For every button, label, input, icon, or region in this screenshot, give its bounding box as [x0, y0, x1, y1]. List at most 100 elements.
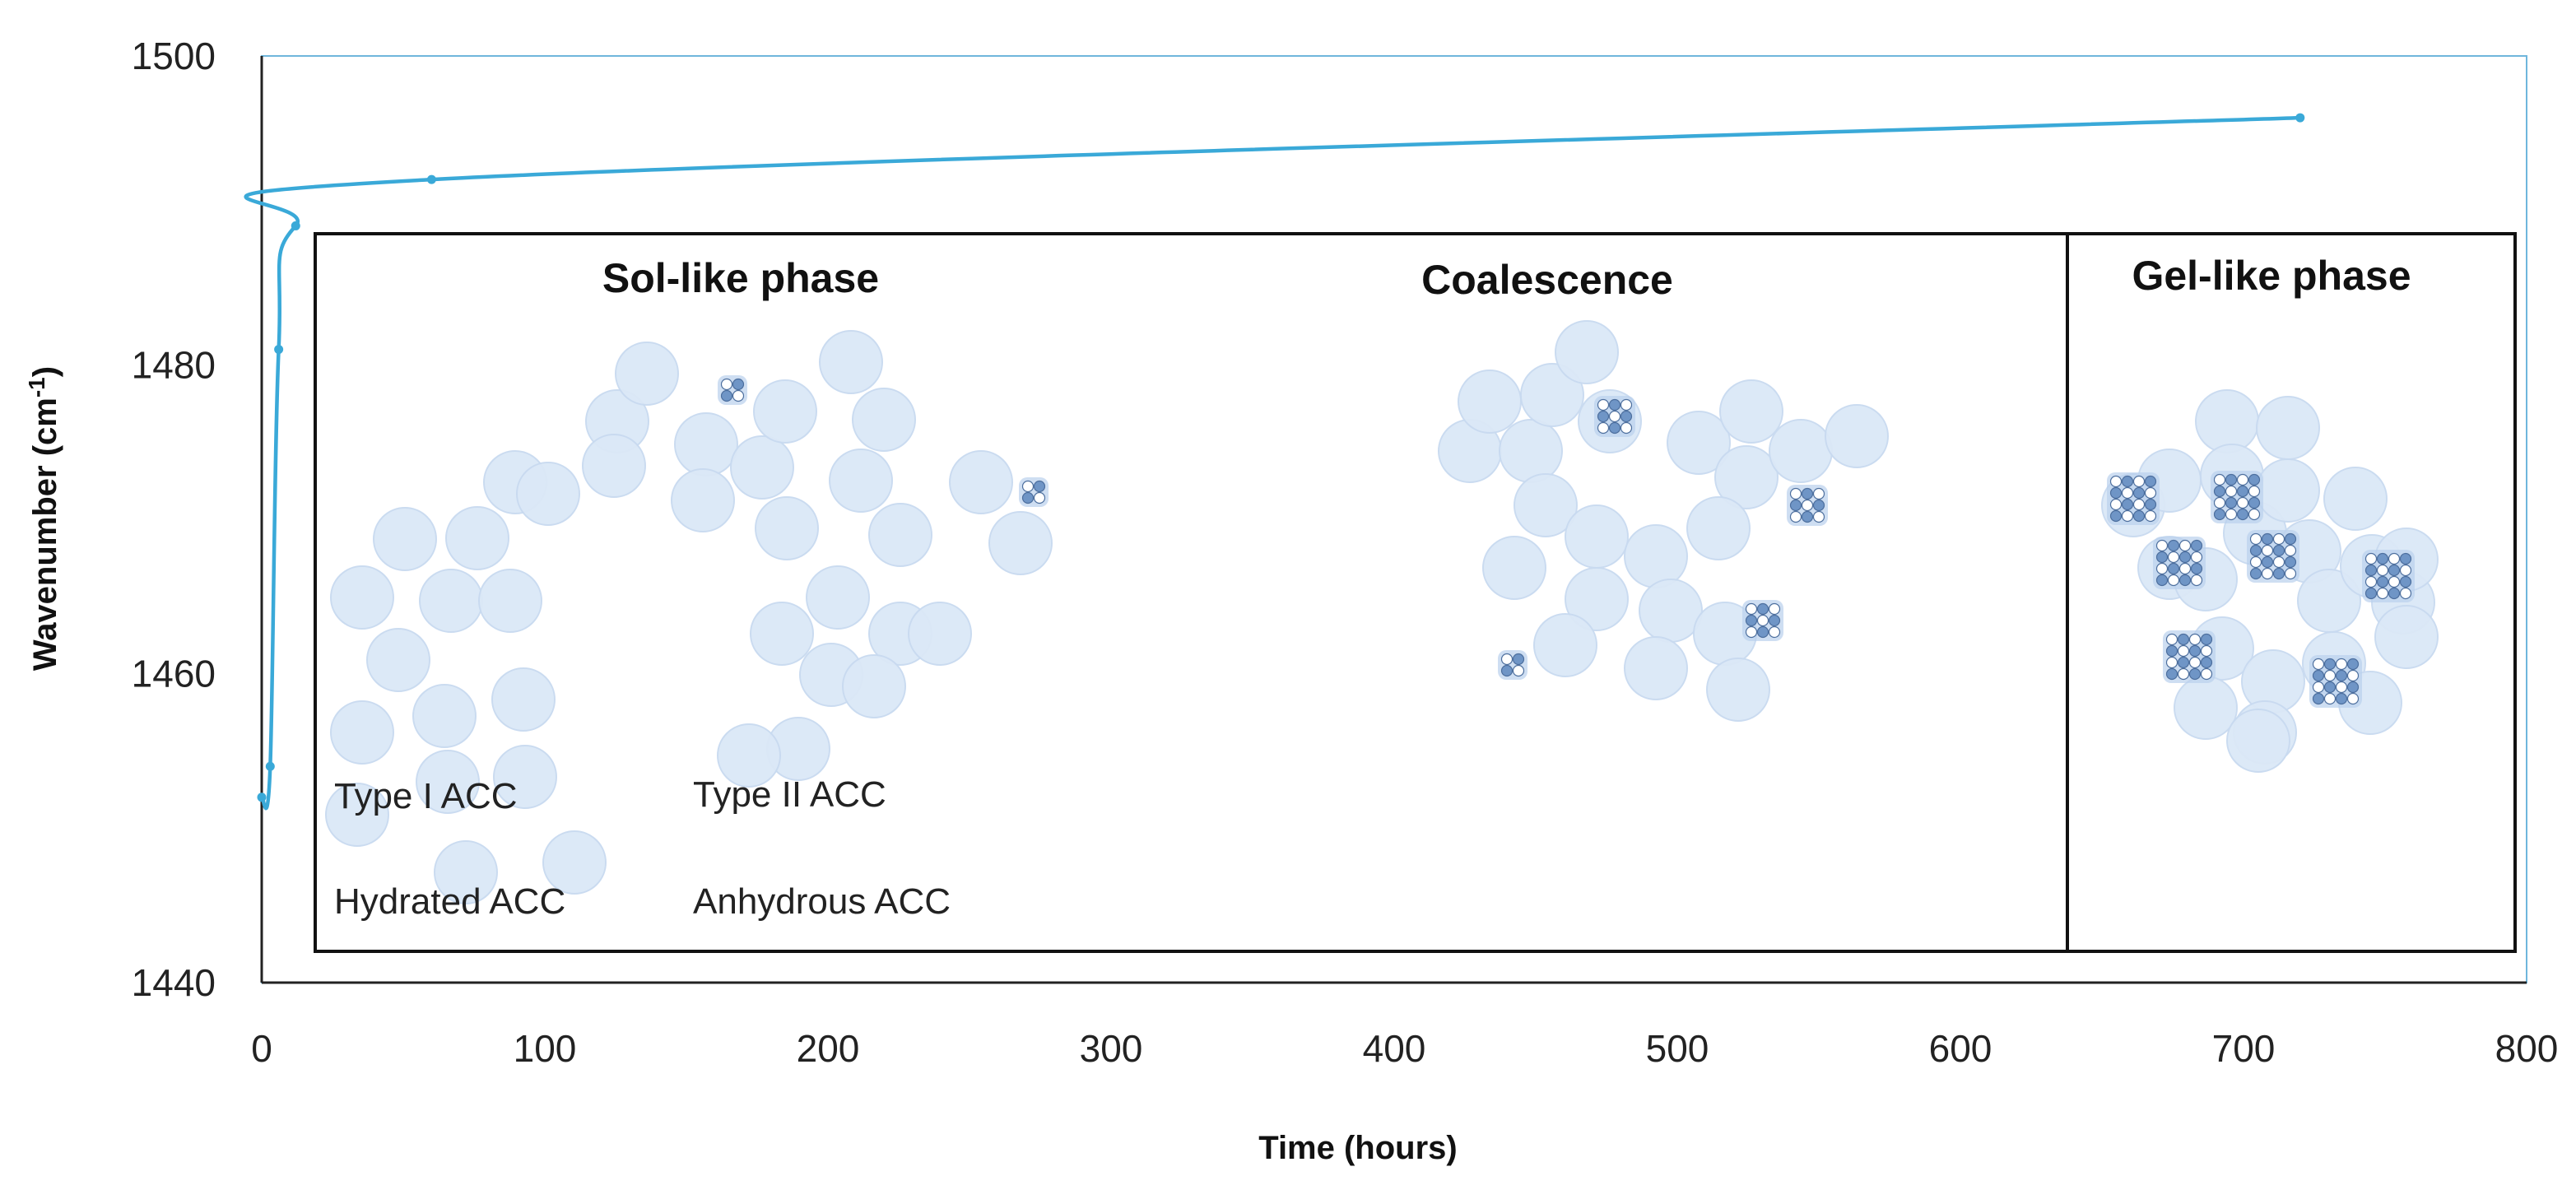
label-type-i-acc: Type I ACC: [334, 776, 518, 816]
cluster-atom: [2121, 498, 2134, 511]
acc-cluster: [2362, 550, 2415, 602]
cluster-atom: [2132, 498, 2146, 511]
particle: [717, 723, 781, 788]
series-line: [244, 115, 2300, 811]
cluster-atom: [2248, 485, 2261, 498]
cluster-atom: [2284, 567, 2297, 580]
cluster-atom: [2190, 539, 2203, 552]
cluster-atom: [2225, 496, 2238, 509]
particle: [445, 506, 509, 570]
cluster-atom: [2109, 486, 2123, 500]
cluster-atom: [2376, 552, 2389, 565]
cluster-atom: [2364, 587, 2378, 600]
particle: [2174, 676, 2238, 740]
plot-area: [261, 55, 2527, 983]
particle: [434, 840, 498, 904]
cluster-backdrop: [1019, 477, 1049, 507]
particle: [755, 496, 819, 560]
cluster-atom: [2323, 692, 2337, 705]
cluster-atom: [2213, 496, 2226, 509]
particle: [1565, 504, 1629, 569]
cluster-atom: [2272, 567, 2285, 580]
cluster-atom: [2248, 473, 2261, 486]
cluster-atom: [1033, 480, 1046, 493]
cluster-atom: [2144, 486, 2157, 500]
series-point: [291, 221, 300, 230]
cluster-atom: [2177, 633, 2190, 646]
label-anhydrous-acc: Anhydrous ACC: [693, 881, 951, 922]
cluster-atom: [720, 378, 733, 391]
cluster-atom: [1768, 614, 1781, 627]
cluster-atom: [2346, 658, 2360, 671]
cluster-atom: [1801, 487, 1814, 500]
particle: [419, 569, 483, 633]
particle: [325, 783, 389, 847]
cluster-atom: [2399, 552, 2412, 565]
cluster-atom: [2144, 498, 2157, 511]
cluster-atom: [2323, 669, 2337, 682]
acc-cluster: [2153, 537, 2206, 589]
particle: [1714, 445, 1779, 509]
particle: [1706, 658, 1770, 722]
cluster-atom: [2165, 644, 2178, 658]
cluster-backdrop: [1498, 650, 1527, 680]
cluster-atom: [2399, 564, 2412, 577]
particle: [366, 628, 430, 692]
cluster-atom: [1608, 398, 1621, 411]
cluster-atom: [1608, 421, 1621, 435]
cluster-atom: [2399, 587, 2412, 600]
cluster-atom: [2388, 564, 2401, 577]
cluster-atom: [1789, 510, 1802, 523]
cluster-atom: [2248, 496, 2261, 509]
cluster-atom: [2236, 485, 2249, 498]
acc-cluster: [2247, 530, 2299, 583]
cluster-atom: [2167, 551, 2180, 564]
particle: [868, 503, 932, 567]
cluster-atom: [2178, 562, 2192, 575]
cluster-atom: [1812, 487, 1825, 500]
x-tick-label: 100: [514, 1027, 577, 1070]
particle: [582, 434, 646, 498]
panel-title-coalescence: Coalescence: [1421, 257, 1673, 303]
cluster-atom: [2236, 496, 2249, 509]
cluster-atom: [2364, 575, 2378, 588]
particle: [2323, 467, 2388, 531]
cluster-atom: [1512, 664, 1525, 677]
cluster-atom: [1745, 602, 1758, 616]
acc-cluster: [1019, 477, 1049, 507]
x-axis-title: Time (hours): [1258, 1130, 1458, 1166]
cluster-atom: [2190, 562, 2203, 575]
cluster-atom: [2178, 539, 2192, 552]
series-point: [426, 174, 436, 184]
cluster-atom: [1768, 625, 1781, 639]
particle: [615, 342, 679, 406]
cluster-atom: [1801, 499, 1814, 512]
cluster-atom: [2388, 587, 2401, 600]
cluster-atom: [2121, 509, 2134, 523]
cluster-atom: [720, 389, 733, 402]
series-layer: [244, 113, 2305, 811]
cluster-atom: [1608, 410, 1621, 423]
cluster-atom: [1789, 487, 1802, 500]
particle: [1624, 636, 1688, 700]
cluster-atom: [2376, 564, 2389, 577]
cluster-atom: [2200, 633, 2213, 646]
cluster-atom: [2261, 555, 2274, 569]
cluster-atom: [1500, 653, 1514, 666]
cluster-atom: [1500, 664, 1514, 677]
cluster-atom: [2190, 574, 2203, 587]
cluster-atom: [2155, 551, 2169, 564]
cluster-atom: [2335, 658, 2348, 671]
particle: [1520, 363, 1584, 427]
acc-cluster: [2211, 471, 2263, 523]
cluster-atom: [2167, 562, 2180, 575]
cluster-atom: [2177, 667, 2190, 681]
y-tick-label: 1480: [132, 343, 216, 386]
y-tick-label: 1460: [132, 653, 216, 695]
particle: [1555, 320, 1619, 384]
cluster-atom: [2225, 508, 2238, 521]
cluster-atom: [2346, 681, 2360, 694]
cluster-atom: [2190, 551, 2203, 564]
series-point: [274, 345, 284, 355]
cluster-atom: [2272, 555, 2285, 569]
